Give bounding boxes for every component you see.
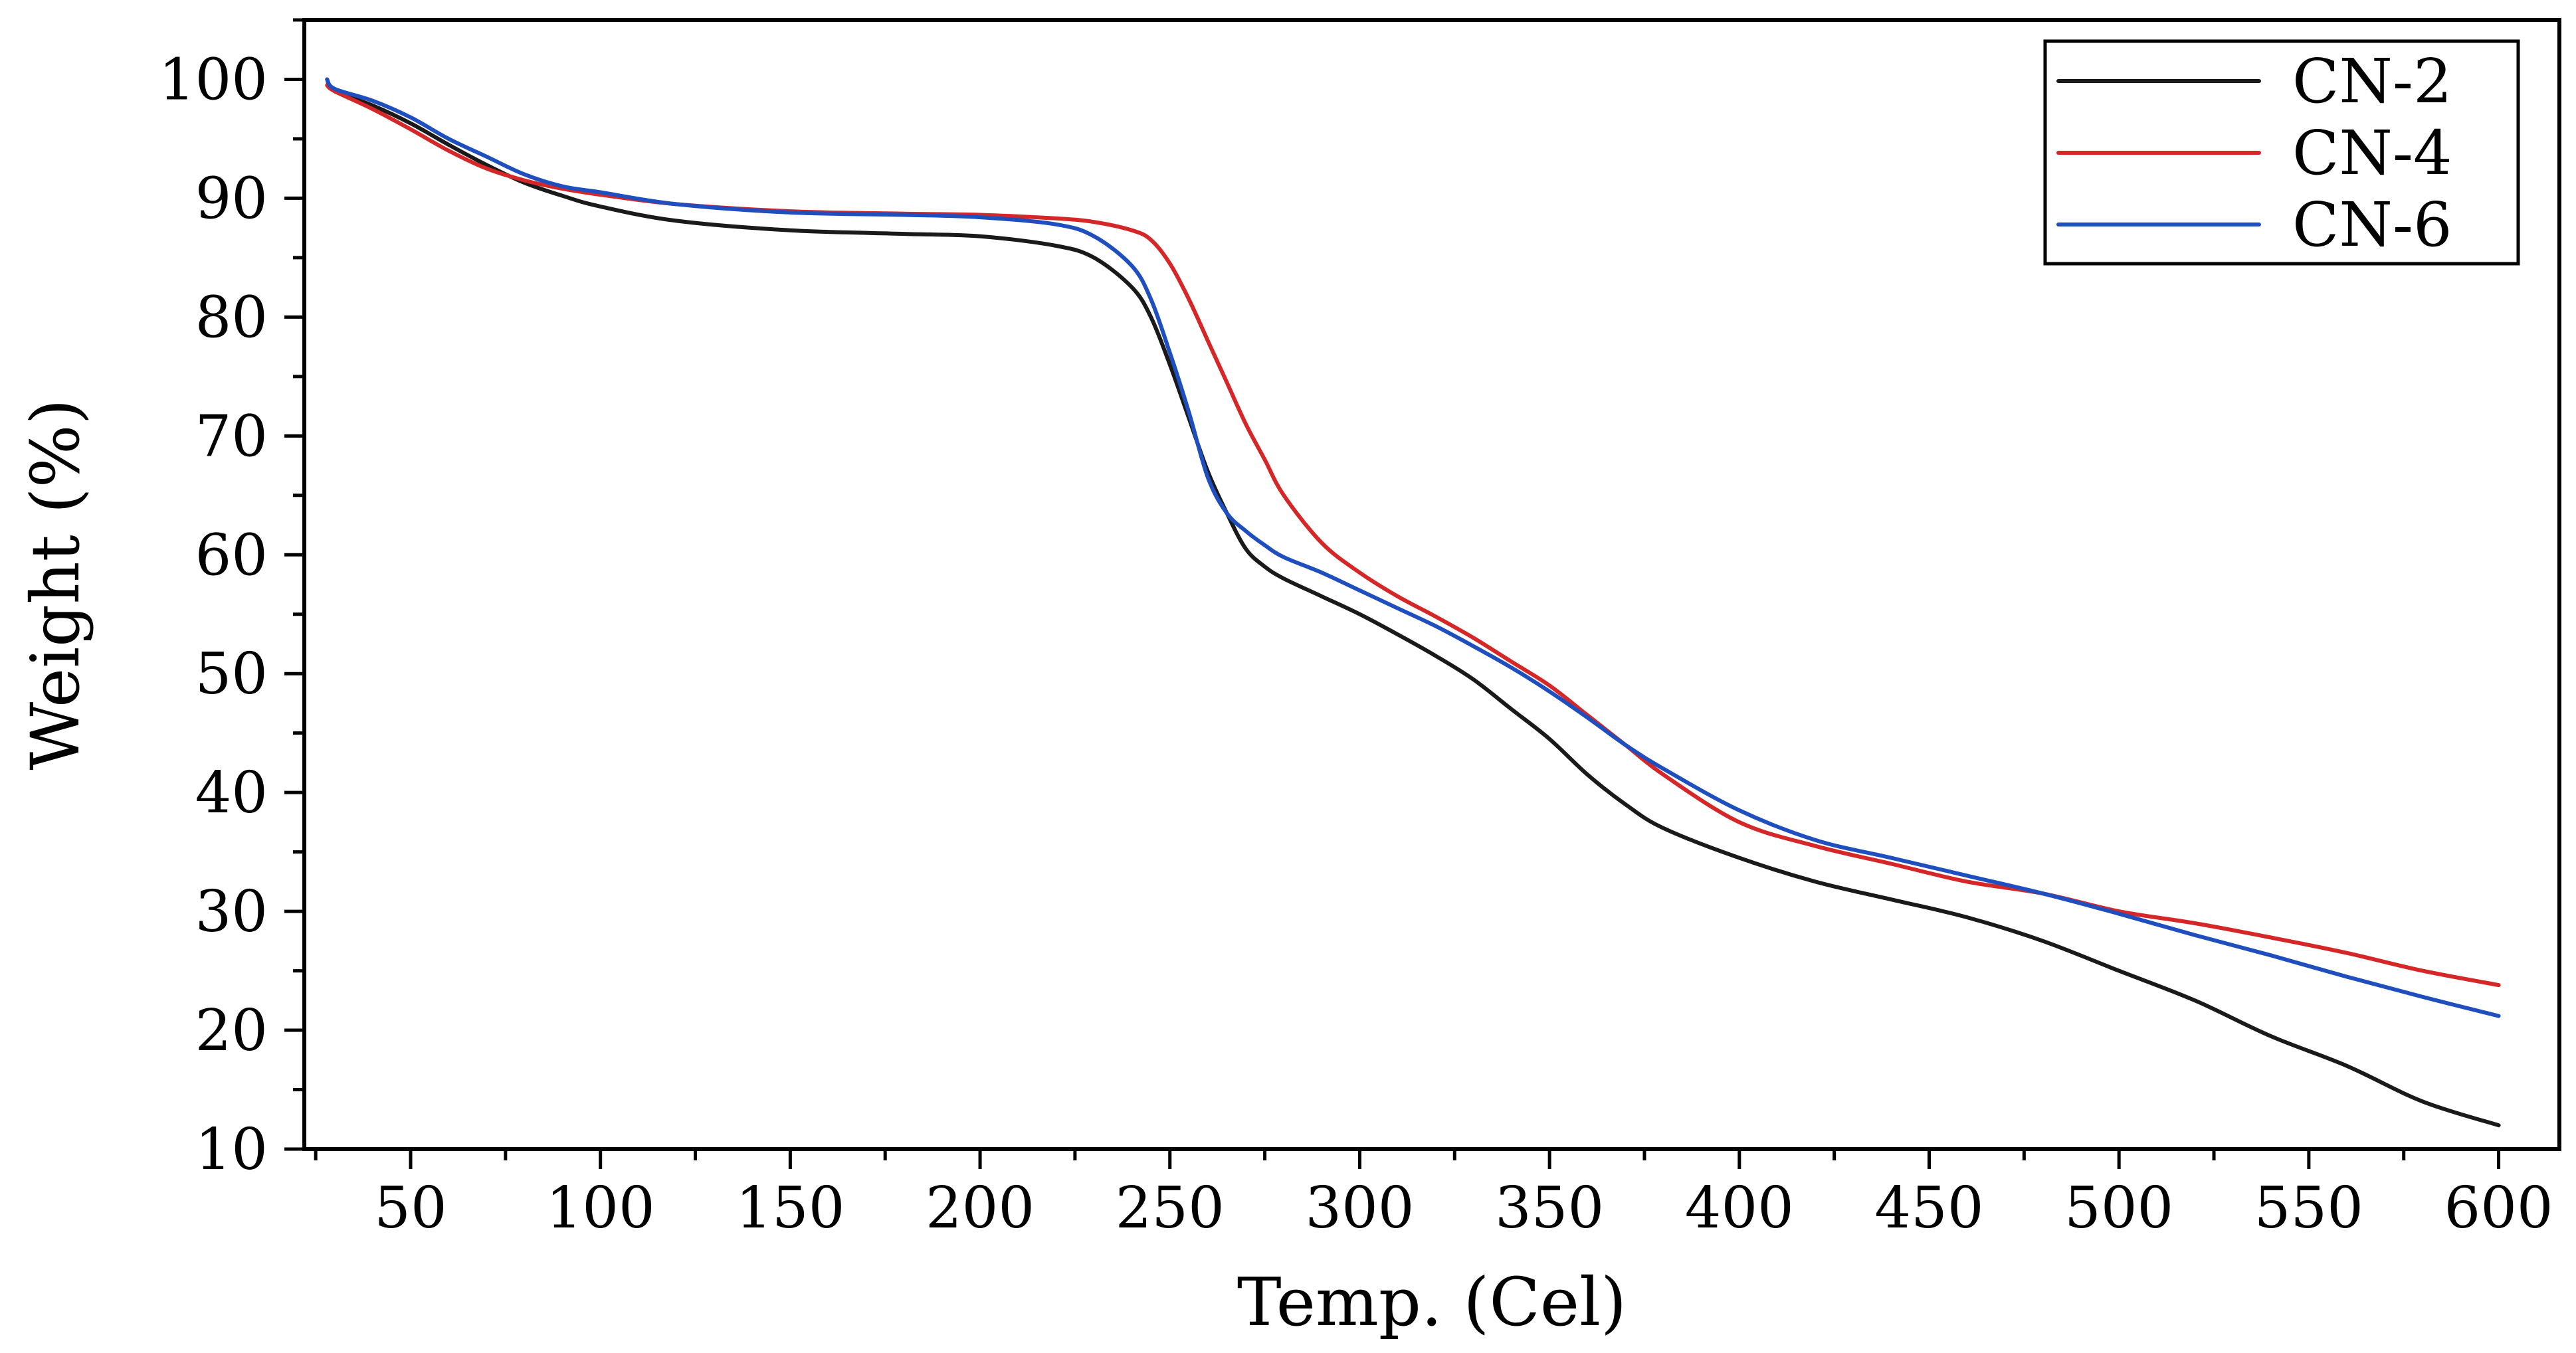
labels-layer: 50 100 150 200 250 300 350 400 450 500 550 600 10 20 3… — [159, 46, 2553, 1241]
y-tick-label: 40 — [195, 760, 268, 826]
y-tick-label: 90 — [195, 165, 268, 232]
plot-frame — [302, 18, 2561, 1151]
x-tick-label: 100 — [546, 1175, 655, 1241]
x-tick-label: 350 — [1495, 1175, 1604, 1241]
x-tick-label: 600 — [2444, 1175, 2553, 1241]
x-tick-label: 500 — [2064, 1175, 2173, 1241]
y-tick-label: 50 — [195, 641, 268, 707]
x-tick-label: 400 — [1685, 1175, 1794, 1241]
series-line-cn-4 — [325, 83, 2501, 988]
y-tick-label: 10 — [195, 1117, 268, 1183]
x-tick-label: 450 — [1874, 1175, 1983, 1241]
legend-label-cn-2: CN-2 — [2292, 46, 2452, 117]
legend-label-cn-4: CN-4 — [2292, 118, 2452, 189]
y-tick-label: 100 — [159, 46, 268, 113]
series-line-cn-2 — [325, 77, 2501, 1128]
y-tick-label: 60 — [195, 522, 268, 588]
y-tick-label: 70 — [195, 403, 268, 470]
x-tick-label: 300 — [1305, 1175, 1414, 1241]
ticks-layer — [284, 18, 2501, 1169]
y-tick-label: 20 — [195, 998, 268, 1064]
x-tick-label: 550 — [2254, 1175, 2363, 1241]
x-tick-label: 50 — [374, 1175, 446, 1241]
x-tick-label: 250 — [1116, 1175, 1225, 1241]
series-line-cn-6 — [325, 77, 2501, 1018]
x-tick-label: 150 — [736, 1175, 844, 1241]
x-tick-label: 200 — [926, 1175, 1035, 1241]
legend: CN-2 CN-4 CN-6 — [2043, 39, 2520, 266]
legend-label-cn-6: CN-6 — [2292, 189, 2452, 260]
x-axis-title: Temp. (Cel) — [1237, 1263, 1627, 1341]
y-axis-title: Weight (%) — [17, 399, 94, 770]
series-layer — [325, 77, 2501, 1128]
y-tick-label: 80 — [195, 284, 268, 351]
y-tick-label: 30 — [195, 879, 268, 945]
